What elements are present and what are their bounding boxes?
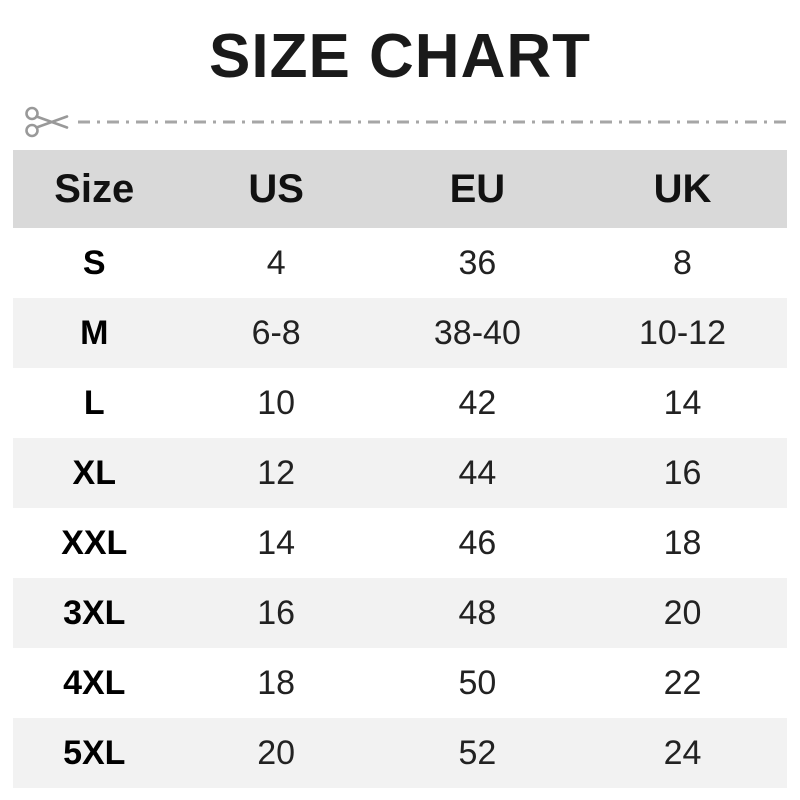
cell-uk: 22 bbox=[663, 663, 702, 702]
cell-size: S bbox=[82, 243, 106, 282]
size-table: Size US EU UK S 4 36 8 M 6-8 38-40 10-12… bbox=[13, 150, 787, 788]
cell-size: L bbox=[83, 383, 105, 422]
cell-eu: 44 bbox=[458, 453, 497, 492]
cell-eu: 52 bbox=[458, 733, 497, 772]
cell-us: 16 bbox=[257, 593, 296, 632]
cell-uk: 14 bbox=[663, 383, 702, 422]
cell-us: 12 bbox=[257, 453, 296, 492]
cell-eu: 46 bbox=[458, 523, 497, 562]
cell-us: 10 bbox=[257, 383, 296, 422]
col-header-eu: EU bbox=[376, 150, 578, 228]
cell-uk: 20 bbox=[663, 593, 702, 632]
cell-size: 4XL bbox=[63, 663, 126, 702]
cell-eu: 42 bbox=[458, 383, 497, 422]
table-row-3xl: 3XL 16 48 20 bbox=[13, 578, 787, 648]
table-row-m: M 6-8 38-40 10-12 bbox=[13, 298, 787, 368]
cell-us: 14 bbox=[257, 523, 296, 562]
cell-size: XXL bbox=[61, 523, 128, 562]
cell-uk: 10-12 bbox=[639, 313, 726, 352]
cell-uk: 8 bbox=[673, 243, 692, 282]
col-header-size: Size bbox=[13, 150, 176, 228]
cell-us: 6-8 bbox=[251, 313, 301, 352]
cell-us: 4 bbox=[266, 243, 286, 282]
cell-uk: 24 bbox=[663, 733, 702, 772]
table-row-s: S 4 36 8 bbox=[13, 228, 787, 298]
cell-size: 5XL bbox=[63, 733, 126, 772]
cell-uk: 18 bbox=[663, 523, 702, 562]
cell-eu: 38-40 bbox=[433, 313, 521, 352]
cell-uk: 16 bbox=[663, 453, 702, 492]
page-title: SIZE CHART bbox=[209, 22, 591, 91]
cut-dash-line bbox=[78, 120, 788, 124]
col-header-us: US bbox=[175, 150, 377, 228]
table-row-xxl: XXL 14 46 18 bbox=[13, 508, 787, 578]
cell-eu: 36 bbox=[458, 243, 497, 282]
scissors-icon bbox=[25, 106, 69, 138]
cell-eu: 50 bbox=[458, 663, 497, 702]
table-row-l: L 10 42 14 bbox=[13, 368, 787, 438]
table-row-4xl: 4XL 18 50 22 bbox=[13, 648, 787, 718]
cell-us: 20 bbox=[257, 733, 296, 772]
cut-line bbox=[24, 102, 788, 142]
cell-size: XL bbox=[72, 453, 116, 492]
cell-us: 18 bbox=[257, 663, 296, 702]
table-row-5xl: 5XL 20 52 24 bbox=[13, 718, 787, 788]
cell-eu: 48 bbox=[458, 593, 497, 632]
cell-size: M bbox=[80, 313, 109, 352]
cell-size: 3XL bbox=[63, 593, 126, 632]
table-header-row: Size US EU UK bbox=[13, 150, 787, 228]
table-row-xl: XL 12 44 16 bbox=[13, 438, 787, 508]
col-header-uk: UK bbox=[578, 150, 787, 228]
